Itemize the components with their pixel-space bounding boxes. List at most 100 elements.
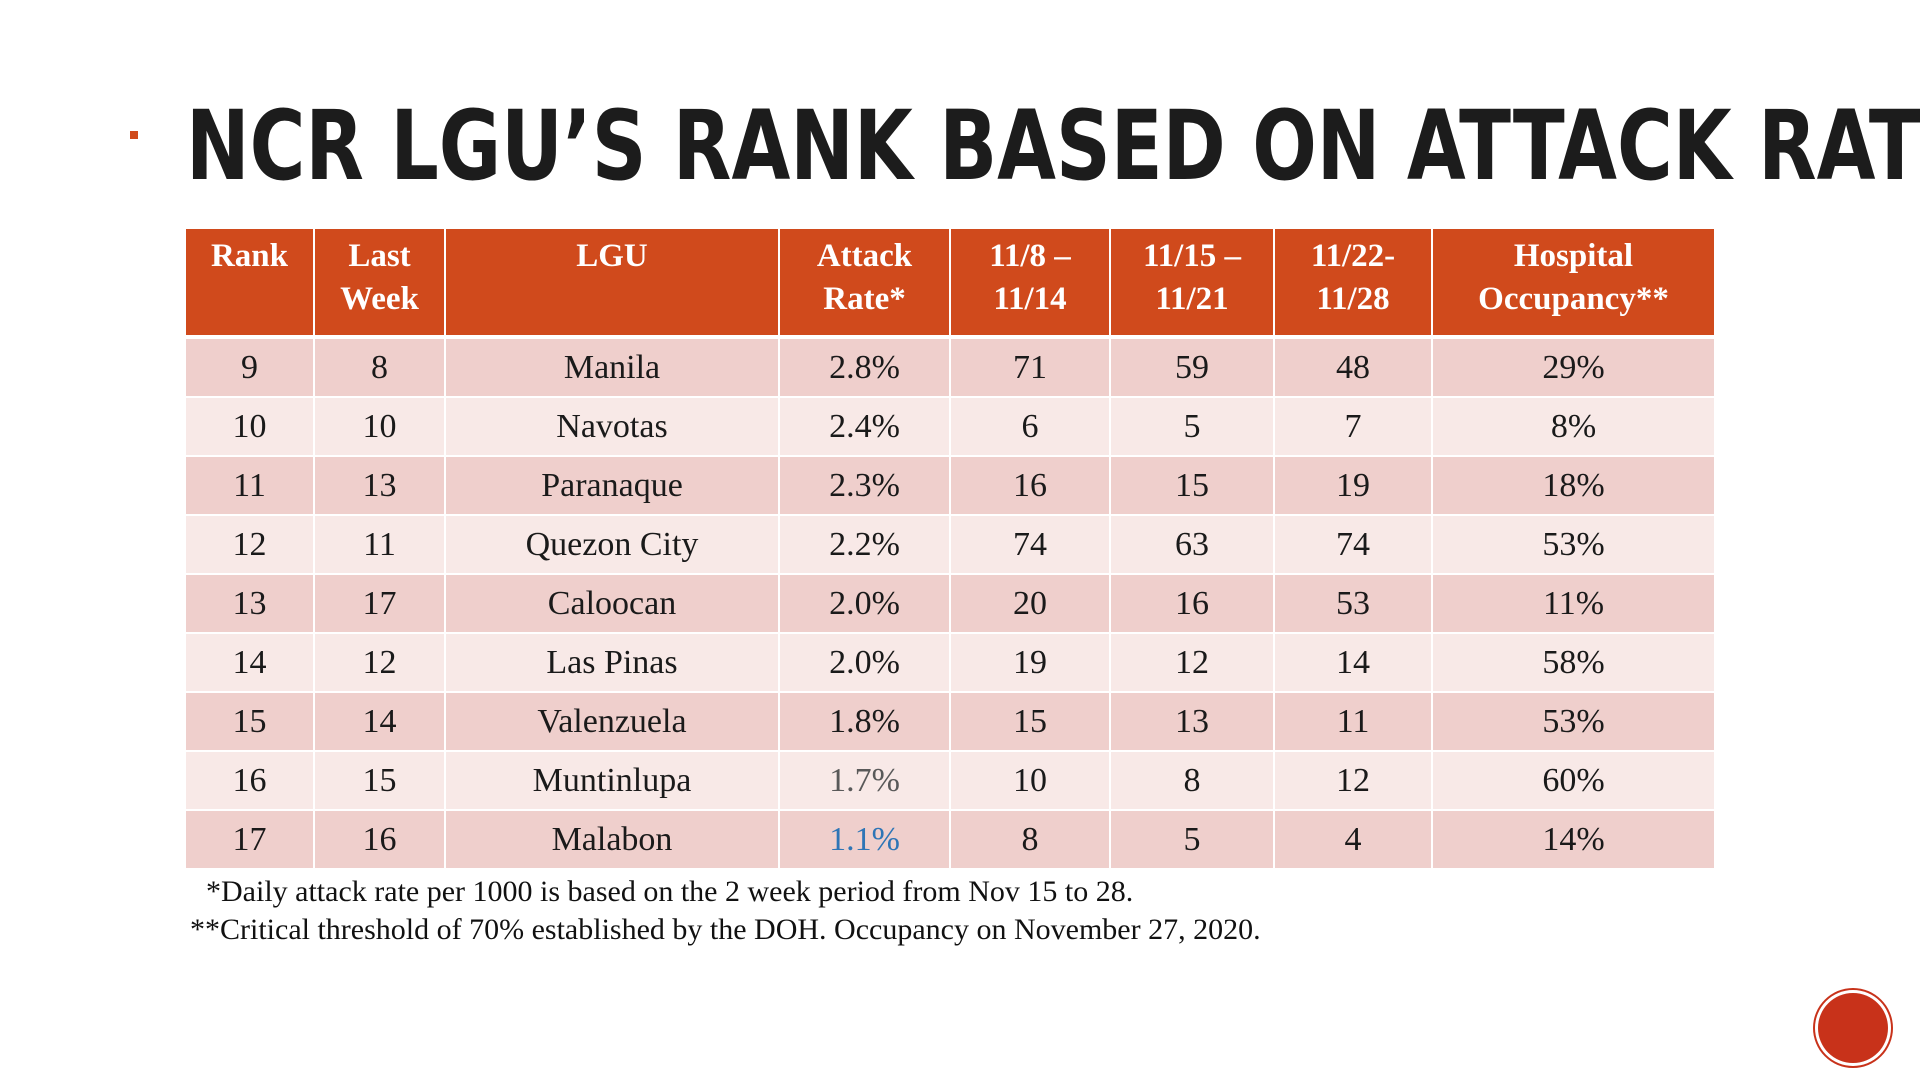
- table-row: 15 14 Valenzuela 1.8% 15 13 11 53%: [186, 691, 1714, 751]
- cell-attack-rate: 1.8%: [778, 691, 950, 751]
- cell-rank: 9: [186, 336, 314, 397]
- cell-last-week: 17: [313, 573, 445, 633]
- cell-attack-rate: 1.1%: [778, 809, 950, 868]
- header-label-line: Week: [340, 281, 419, 317]
- table-row: 16 15 Muntinlupa 1.7% 10 8 12 60%: [186, 750, 1714, 810]
- cell-week-3: 48: [1273, 336, 1432, 397]
- cell-hospital-occupancy: 14%: [1431, 809, 1714, 868]
- header-label-line: 11/22-: [1310, 238, 1396, 274]
- footnotes: *Daily attack rate per 1000 is based on …: [190, 873, 1261, 949]
- header-last-week: Last Week: [313, 229, 445, 339]
- table-row: 9 8 Manila 2.8% 71 59 48 29%: [186, 336, 1714, 397]
- cell-rank: 17: [186, 809, 314, 868]
- header-label-line: 11/8 –: [989, 238, 1071, 274]
- cell-attack-rate: 2.4%: [778, 396, 950, 456]
- table-header: Rank Last Week LGU Attack Rate* 11/8 –11/14 11/…: [186, 229, 1714, 339]
- cell-week-3: 14: [1273, 632, 1432, 692]
- header-hospital-occupancy: Hospital Occupancy**: [1431, 229, 1714, 339]
- cell-last-week: 10: [313, 396, 445, 456]
- slide-number-badge: [1818, 993, 1888, 1063]
- cell-hospital-occupancy: 53%: [1431, 514, 1714, 574]
- table-header-row: Rank Last Week LGU Attack Rate* 11/8 –11/14 11/…: [186, 229, 1714, 339]
- table-body: 9 8 Manila 2.8% 71 59 48 29% 10 10 Navotas 2.4% 6 5 7 8…: [186, 336, 1714, 868]
- cell-last-week: 11: [313, 514, 445, 574]
- table-row: 17 16 Malabon 1.1% 8 5 4 14%: [186, 809, 1714, 868]
- header-label-line: Occupancy**: [1478, 281, 1669, 317]
- cell-last-week: 12: [313, 632, 445, 692]
- cell-week-2: 59: [1109, 336, 1274, 397]
- cell-lgu: Paranaque: [444, 455, 779, 515]
- cell-attack-rate: 2.0%: [778, 573, 950, 633]
- cell-week-1: 74: [949, 514, 1110, 574]
- table-row: 11 13 Paranaque 2.3% 16 15 19 18%: [186, 455, 1714, 515]
- cell-last-week: 15: [313, 750, 445, 810]
- table-row: 12 11 Quezon City 2.2% 74 63 74 53%: [186, 514, 1714, 574]
- header-label-line: LGU: [576, 238, 648, 274]
- cell-week-1: 8: [949, 809, 1110, 868]
- header-label-line: Rate*: [823, 281, 906, 317]
- cell-week-3: 19: [1273, 455, 1432, 515]
- cell-rank: 10: [186, 396, 314, 456]
- header-week-3: 11/22- 11/28: [1273, 229, 1432, 339]
- cell-week-2: 5: [1109, 809, 1274, 868]
- header-week-1: 11/8 – 11/14: [949, 229, 1110, 339]
- cell-week-2: 16: [1109, 573, 1274, 633]
- cell-week-1: 15: [949, 691, 1110, 751]
- cell-rank: 14: [186, 632, 314, 692]
- cell-rank: 13: [186, 573, 314, 633]
- header-label-line: 11/28: [1316, 281, 1390, 317]
- table-row: 13 17 Caloocan 2.0% 20 16 53 11%: [186, 573, 1714, 633]
- cell-hospital-occupancy: 53%: [1431, 691, 1714, 751]
- cell-week-3: 7: [1273, 396, 1432, 456]
- cell-last-week: 8: [313, 336, 445, 397]
- cell-week-3: 11: [1273, 691, 1432, 751]
- cell-lgu: Navotas: [444, 396, 779, 456]
- cell-week-2: 13: [1109, 691, 1274, 751]
- cell-lgu: Valenzuela: [444, 691, 779, 751]
- header-rank: Rank: [186, 229, 314, 339]
- cell-rank: 15: [186, 691, 314, 751]
- cell-week-1: 19: [949, 632, 1110, 692]
- cell-week-1: 20: [949, 573, 1110, 633]
- cell-week-3: 53: [1273, 573, 1432, 633]
- cell-rank: 12: [186, 514, 314, 574]
- cell-week-1: 71: [949, 336, 1110, 397]
- header-week-2: 11/15 – 11/21: [1109, 229, 1274, 339]
- cell-lgu: Muntinlupa: [444, 750, 779, 810]
- cell-hospital-occupancy: 18%: [1431, 455, 1714, 515]
- header-label-line: 11/21: [1155, 281, 1229, 317]
- cell-week-1: 10: [949, 750, 1110, 810]
- cell-attack-rate: 2.8%: [778, 336, 950, 397]
- header-label-line: Last: [348, 238, 411, 274]
- cell-hospital-occupancy: 29%: [1431, 336, 1714, 397]
- ranking-table-container: Rank Last Week LGU Attack Rate* 11/8 –11/14 11/…: [186, 229, 1714, 868]
- cell-week-3: 4: [1273, 809, 1432, 868]
- header-label-line: Attack: [816, 238, 913, 274]
- cell-attack-rate: 1.7%: [778, 750, 950, 810]
- header-label-line: Rank: [210, 238, 289, 274]
- cell-week-3: 12: [1273, 750, 1432, 810]
- cell-lgu: Manila: [444, 336, 779, 397]
- cell-week-2: 8: [1109, 750, 1274, 810]
- cell-attack-rate: 2.2%: [778, 514, 950, 574]
- cell-week-2: 63: [1109, 514, 1274, 574]
- table-row: 10 10 Navotas 2.4% 6 5 7 8%: [186, 396, 1714, 456]
- cell-week-1: 16: [949, 455, 1110, 515]
- cell-lgu: Quezon City: [444, 514, 779, 574]
- header-label-line: 11/15 –: [1142, 238, 1242, 274]
- cell-week-3: 74: [1273, 514, 1432, 574]
- cell-last-week: 14: [313, 691, 445, 751]
- cell-hospital-occupancy: 8%: [1431, 396, 1714, 456]
- header-label-line: Hospital: [1513, 238, 1634, 274]
- title-accent-mark: [130, 131, 138, 139]
- slide-title: NCR LGU’s Rank Based On Attack Rate*: [186, 90, 1920, 202]
- cell-week-2: 15: [1109, 455, 1274, 515]
- cell-lgu: Malabon: [444, 809, 779, 868]
- cell-attack-rate: 2.3%: [778, 455, 950, 515]
- cell-lgu: Las Pinas: [444, 632, 779, 692]
- cell-week-2: 12: [1109, 632, 1274, 692]
- cell-week-1: 6: [949, 396, 1110, 456]
- footnote-attack-rate: *Daily attack rate per 1000 is based on …: [206, 875, 1134, 908]
- table-row: 14 12 Las Pinas 2.0% 19 12 14 58%: [186, 632, 1714, 692]
- header-attack-rate: Attack Rate*: [778, 229, 950, 339]
